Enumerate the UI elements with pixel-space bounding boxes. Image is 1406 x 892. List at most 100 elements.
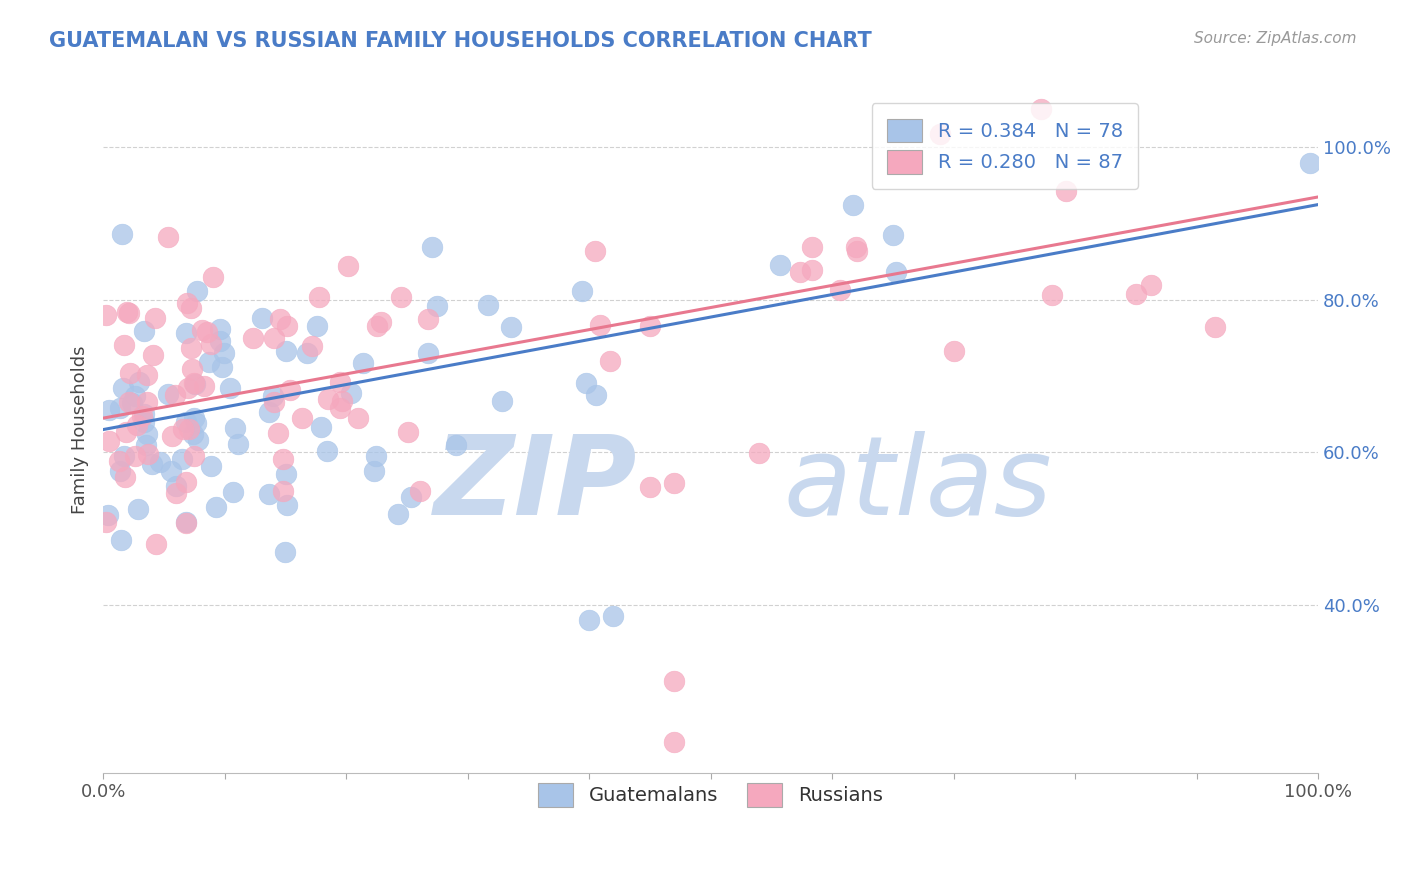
Guatemalans — [444, 438, 467, 452]
Russians — [583, 244, 606, 258]
Guatemalans — [136, 427, 159, 442]
Russians — [183, 449, 205, 463]
Guatemalans — [165, 479, 187, 493]
Russians — [329, 376, 352, 390]
Guatemalans — [174, 326, 197, 340]
Guatemalans — [571, 285, 593, 299]
Guatemalans — [156, 387, 179, 401]
Guatemalans — [222, 484, 245, 499]
Guatemalans — [208, 322, 231, 336]
Russians — [114, 470, 136, 484]
Russians — [136, 447, 159, 461]
Russians — [177, 382, 200, 396]
Russians — [263, 331, 285, 345]
Russians — [276, 319, 298, 334]
Guatemalans — [159, 464, 181, 478]
Russians — [316, 392, 339, 407]
Guatemalans — [416, 346, 439, 360]
Russians — [145, 537, 167, 551]
Russians — [97, 434, 120, 448]
Text: ZIP: ZIP — [434, 431, 638, 538]
Guatemalans — [491, 394, 513, 409]
Legend: Guatemalans, Russians: Guatemalans, Russians — [530, 775, 890, 814]
Guatemalans — [363, 464, 385, 478]
Russians — [789, 265, 811, 279]
Russians — [1204, 320, 1226, 334]
Russians — [143, 311, 166, 326]
Russians — [242, 331, 264, 345]
Guatemalans — [274, 343, 297, 358]
Russians — [191, 323, 214, 337]
Guatemalans — [112, 449, 135, 463]
Russians — [263, 395, 285, 409]
Russians — [271, 484, 294, 499]
Russians — [157, 229, 180, 244]
Russians — [135, 395, 157, 409]
Guatemalans — [250, 311, 273, 326]
Guatemalans — [128, 375, 150, 389]
Text: atlas: atlas — [783, 431, 1052, 538]
Guatemalans — [882, 227, 904, 242]
Russians — [174, 516, 197, 530]
Guatemalans — [578, 613, 600, 627]
Guatemalans — [477, 298, 499, 312]
Guatemalans — [366, 449, 388, 463]
Guatemalans — [97, 403, 120, 417]
Russians — [1140, 277, 1163, 292]
Russians — [416, 312, 439, 326]
Guatemalans — [274, 467, 297, 482]
Russians — [112, 338, 135, 352]
Guatemalans — [111, 381, 134, 395]
Russians — [1040, 288, 1063, 302]
Russians — [800, 262, 823, 277]
Russians — [193, 379, 215, 393]
Guatemalans — [1299, 155, 1322, 169]
Guatemalans — [842, 198, 865, 212]
Guatemalans — [181, 426, 204, 441]
Guatemalans — [309, 420, 332, 434]
Guatemalans — [259, 405, 281, 419]
Russians — [172, 422, 194, 436]
Text: Source: ZipAtlas.com: Source: ZipAtlas.com — [1194, 31, 1357, 46]
Russians — [115, 425, 138, 439]
Russians — [180, 341, 202, 355]
Russians — [142, 348, 165, 362]
Russians — [124, 449, 146, 463]
Guatemalans — [174, 415, 197, 429]
Russians — [664, 674, 686, 689]
Russians — [125, 418, 148, 433]
Guatemalans — [219, 381, 242, 395]
Guatemalans — [387, 508, 409, 522]
Guatemalans — [200, 458, 222, 473]
Guatemalans — [134, 415, 156, 429]
Guatemalans — [575, 376, 598, 390]
Russians — [748, 446, 770, 460]
Russians — [347, 411, 370, 425]
Russians — [845, 240, 868, 254]
Guatemalans — [170, 452, 193, 467]
Russians — [278, 383, 301, 397]
Russians — [131, 409, 153, 423]
Russians — [1031, 102, 1053, 116]
Russians — [1054, 185, 1077, 199]
Russians — [337, 260, 360, 274]
Russians — [271, 452, 294, 467]
Russians — [176, 296, 198, 310]
Guatemalans — [127, 501, 149, 516]
Guatemalans — [108, 464, 131, 478]
Russians — [638, 480, 661, 494]
Guatemalans — [111, 227, 134, 242]
Text: GUATEMALAN VS RUSSIAN FAMILY HOUSEHOLDS CORRELATION CHART: GUATEMALAN VS RUSSIAN FAMILY HOUSEHOLDS … — [49, 31, 872, 51]
Russians — [118, 306, 141, 320]
Guatemalans — [187, 434, 209, 448]
Russians — [135, 368, 157, 383]
Russians — [183, 376, 205, 390]
Guatemalans — [352, 356, 374, 370]
Russians — [828, 283, 851, 297]
Russians — [301, 338, 323, 352]
Russians — [929, 127, 952, 141]
Guatemalans — [141, 457, 163, 471]
Russians — [396, 425, 419, 440]
Guatemalans — [134, 408, 156, 422]
Guatemalans — [134, 324, 156, 338]
